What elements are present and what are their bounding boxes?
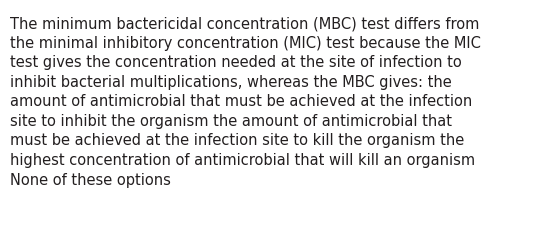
Text: The minimum bactericidal concentration (MBC) test differs from
the minimal inhib: The minimum bactericidal concentration (… [10, 16, 481, 187]
